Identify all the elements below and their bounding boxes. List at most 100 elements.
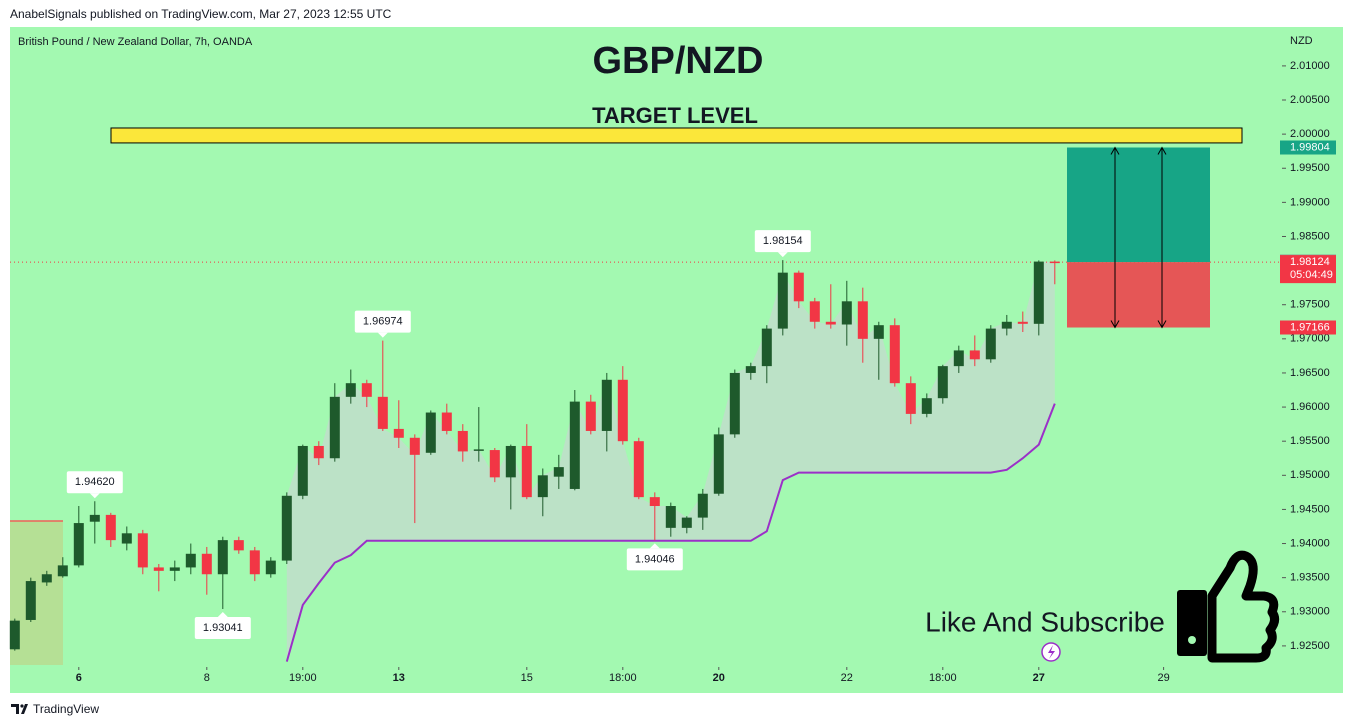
price-badge-label: 1.99804 <box>1290 141 1330 153</box>
candle-body <box>825 321 836 325</box>
pivot-label-box <box>66 471 123 494</box>
candle-body <box>601 379 612 431</box>
candle-body <box>505 445 516 478</box>
candle-body <box>937 366 948 399</box>
candle-body <box>169 567 180 571</box>
pivot-label: 1.96974 <box>363 316 403 328</box>
y-tick-label: 1.95000 <box>1290 469 1330 481</box>
y-tick-label: 1.92500 <box>1290 640 1330 652</box>
subtitle: Like And Subscribe <box>925 606 1165 637</box>
candle-body <box>425 412 436 453</box>
candle-body <box>681 517 692 528</box>
x-tick-label: 8 <box>204 672 210 684</box>
candle-body <box>713 434 724 494</box>
pivot-pointer <box>89 493 100 499</box>
price-badge <box>1280 255 1336 284</box>
candle-body <box>217 540 228 575</box>
y-tick-label: 1.97000 <box>1290 333 1330 345</box>
y-tick-label: 2.00000 <box>1290 128 1330 140</box>
candle-body <box>153 567 164 571</box>
candle-body <box>873 325 884 339</box>
candle-body <box>441 412 452 431</box>
candle-body <box>89 514 100 522</box>
candle-body <box>1001 321 1012 329</box>
x-tick-label: 19:00 <box>289 672 317 684</box>
candle-body <box>745 366 756 373</box>
y-tick-label: 2.01000 <box>1290 60 1330 72</box>
candle-body <box>793 272 804 302</box>
arrow-head <box>1157 146 1167 329</box>
header: AnabelSignals published on TradingView.c… <box>10 7 392 21</box>
candle-body <box>265 560 276 575</box>
candle-body <box>985 328 996 360</box>
y-tick-label: 1.96500 <box>1290 367 1330 379</box>
chart-title: GBP/NZD <box>593 40 764 82</box>
tradingview-logo <box>11 704 28 714</box>
y-tick-label: 1.99000 <box>1290 196 1330 208</box>
x-tick-label: 15 <box>521 672 533 684</box>
footer: TradingView <box>33 702 99 716</box>
candle-body <box>969 350 980 360</box>
candle-body <box>889 325 900 384</box>
candle-body <box>137 533 148 568</box>
pivot-label-box <box>194 616 251 639</box>
candle-body <box>585 401 596 431</box>
candle-body <box>1049 261 1060 264</box>
pivot-label: 1.94046 <box>635 553 675 565</box>
pivot-label: 1.98154 <box>763 235 803 247</box>
candle-body <box>25 581 36 620</box>
thumbs-up-icon <box>1177 550 1280 663</box>
y-tick-label: 1.96000 <box>1290 401 1330 413</box>
candle-body <box>633 441 644 498</box>
candle-body <box>1033 261 1044 324</box>
candle-body <box>729 372 740 435</box>
x-tick-label: 20 <box>713 672 725 684</box>
candle-body <box>73 523 84 566</box>
candle-body <box>57 565 68 577</box>
y-tick-label: 1.98500 <box>1290 230 1330 242</box>
y-tick-label: 1.94000 <box>1290 537 1330 549</box>
candle-body <box>777 272 788 329</box>
x-tick-label: 29 <box>1157 672 1169 684</box>
target-zone-label: TARGET LEVEL <box>592 103 758 128</box>
price-badge <box>1280 140 1336 155</box>
candle-body <box>9 620 20 650</box>
candle-body <box>489 450 500 478</box>
candle-body <box>905 383 916 414</box>
price-badge-label: 1.97166 <box>1290 321 1330 333</box>
supertrend-line <box>285 403 1056 662</box>
currency: NZD <box>1290 35 1313 47</box>
candle-body <box>377 396 388 429</box>
candle-body <box>617 379 628 442</box>
price-badge-label: 1.98124 <box>1290 256 1330 268</box>
candle-body <box>665 506 676 528</box>
candle-body <box>857 301 868 339</box>
candle-body <box>809 301 820 322</box>
target-zone <box>110 127 1243 144</box>
y-tick-label: 1.93500 <box>1290 572 1330 584</box>
candle-body <box>201 553 212 575</box>
candle-body <box>41 574 52 583</box>
candle-body <box>537 475 548 498</box>
pivot-label: 1.94620 <box>75 476 115 488</box>
candle-body <box>649 497 660 507</box>
candle-body <box>105 514 116 541</box>
y-tick-label: 1.97500 <box>1290 299 1330 311</box>
candle-body <box>185 553 196 568</box>
candle-body <box>921 398 932 414</box>
candle-body <box>345 383 356 397</box>
candle-body <box>409 437 420 455</box>
x-tick-label: 18:00 <box>609 672 637 684</box>
y-tick-label: 1.94500 <box>1290 503 1330 515</box>
pivot-label-box <box>754 230 811 253</box>
candle-body <box>233 540 244 551</box>
countdown-label: 05:04:49 <box>1290 269 1333 281</box>
candle-body <box>521 445 532 498</box>
candle-body <box>761 328 772 367</box>
candle-body <box>697 493 708 518</box>
pivot-pointer <box>777 252 788 258</box>
y-tick-label: 2.00500 <box>1290 94 1330 106</box>
candle-body <box>393 428 404 438</box>
candle-body <box>569 401 580 489</box>
